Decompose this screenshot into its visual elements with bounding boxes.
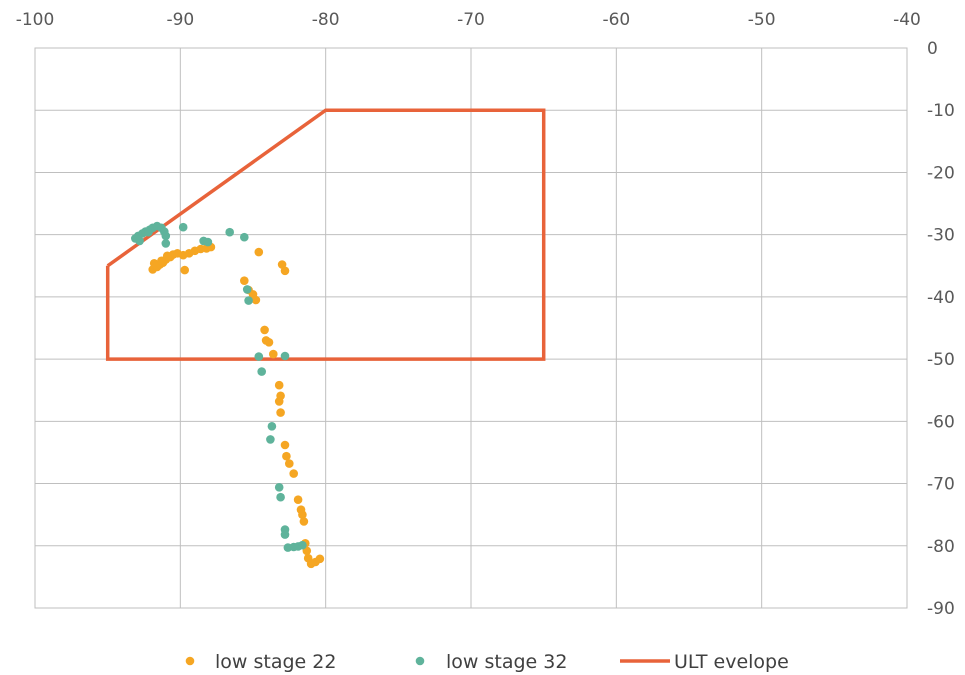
y-tick-label: -70 — [927, 475, 955, 495]
data-point — [161, 231, 171, 241]
data-point — [280, 266, 290, 276]
data-point — [267, 422, 277, 431]
x-tick-label: -80 — [312, 10, 340, 30]
x-tick-label: -40 — [893, 10, 921, 30]
data-point — [280, 530, 290, 539]
y-tick-label: -40 — [927, 288, 955, 308]
y-tick-label: -90 — [927, 599, 955, 619]
x-tick-label: -100 — [16, 10, 55, 30]
data-point — [298, 510, 307, 519]
data-point — [242, 285, 252, 294]
data-point — [280, 351, 290, 361]
x-axis-tick-labels: -100 -90 -80 -70 -60 -50 -40 — [16, 10, 921, 30]
data-point — [149, 259, 159, 268]
x-tick-label: -50 — [748, 10, 776, 30]
data-point — [240, 232, 249, 242]
data-point — [240, 276, 249, 286]
legend-label: low stage 32 — [446, 651, 567, 673]
data-point — [280, 440, 290, 450]
data-point — [282, 451, 291, 461]
data-point — [276, 408, 285, 417]
data-point — [135, 236, 144, 246]
data-point — [144, 227, 153, 237]
data-point — [203, 237, 213, 247]
data-point — [285, 459, 294, 468]
data-point — [254, 247, 264, 257]
data-point — [274, 397, 284, 406]
legend-dot-marker — [185, 656, 195, 666]
x-tick-label: -60 — [602, 10, 630, 30]
data-point — [244, 296, 253, 305]
data-point — [289, 469, 299, 478]
data-point — [264, 338, 274, 347]
x-tick-label: -90 — [166, 10, 194, 30]
y-tick-label: -30 — [927, 226, 955, 246]
data-point — [251, 295, 261, 305]
legend-label: ULT evelope — [674, 651, 789, 673]
envelope-line — [105, 108, 546, 361]
data-point — [276, 492, 285, 502]
legend-label: low stage 22 — [215, 651, 336, 673]
data-point — [260, 325, 269, 335]
x-tick-label: -70 — [457, 10, 485, 30]
plot-area — [34, 47, 908, 609]
data-point — [163, 251, 172, 261]
y-tick-label: -20 — [927, 163, 955, 183]
y-tick-label: -60 — [927, 412, 955, 432]
y-tick-label: -50 — [927, 350, 955, 370]
data-point — [274, 380, 284, 390]
series-0-points — [148, 242, 325, 569]
data-point — [299, 517, 309, 526]
data-point — [180, 265, 189, 275]
y-axis-tick-labels: 0 -10 -20 -30 -40 -50 -60 -70 -80 -90 — [927, 39, 955, 619]
data-point — [161, 239, 171, 248]
gridlines — [34, 47, 908, 609]
data-point — [254, 352, 264, 361]
y-tick-label: -80 — [927, 537, 955, 557]
data-point — [315, 554, 325, 564]
data-point — [257, 367, 267, 376]
series-1-points — [131, 221, 307, 552]
data-point — [157, 256, 166, 266]
legend-dot-marker — [415, 656, 425, 666]
data-point — [266, 435, 275, 444]
data-point — [178, 222, 188, 232]
y-tick-label: 0 — [927, 39, 938, 59]
data-point — [274, 483, 284, 492]
legend: low stage 22 low stage 32 ULT evelope — [185, 651, 789, 673]
series-layer — [105, 108, 546, 569]
data-point — [225, 227, 234, 237]
data-point — [269, 349, 278, 359]
data-point — [293, 495, 303, 505]
y-tick-label: -10 — [927, 101, 955, 121]
data-point — [298, 540, 307, 550]
